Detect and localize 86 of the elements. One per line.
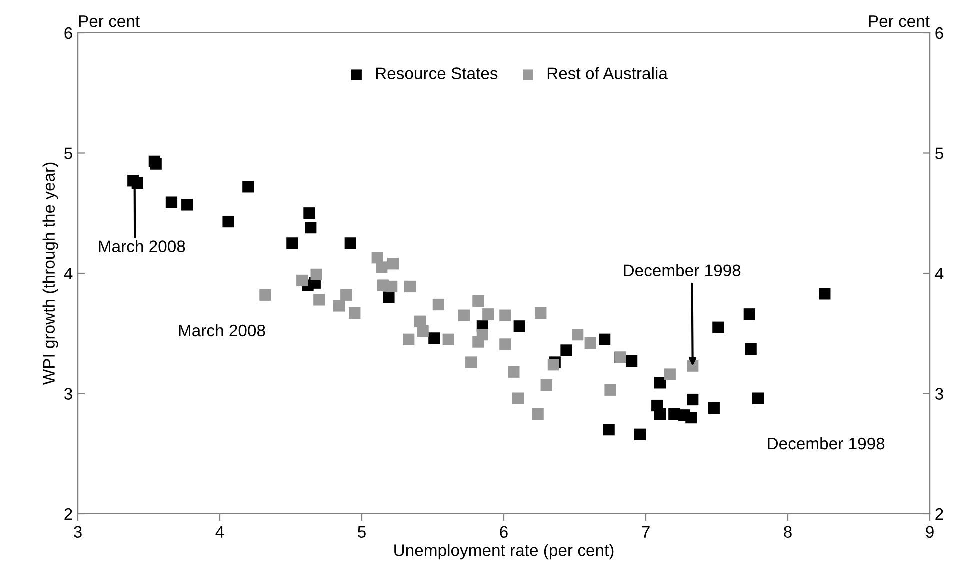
point <box>584 337 596 350</box>
point <box>386 280 398 293</box>
y-tick-label: 3 <box>64 388 72 400</box>
point <box>508 366 520 378</box>
point <box>376 262 388 274</box>
point <box>260 289 272 301</box>
point <box>626 355 638 368</box>
point <box>472 336 484 348</box>
legend-label: Rest of Australia <box>548 67 668 80</box>
annotation: December 1998 <box>768 437 885 450</box>
text: Per cent <box>869 16 930 28</box>
point <box>304 208 316 220</box>
y2-tick-label: 6 <box>936 27 944 40</box>
point <box>310 268 322 281</box>
point <box>634 428 646 440</box>
point <box>708 402 720 414</box>
point <box>560 344 572 356</box>
x-tick-label: 7 <box>642 526 650 538</box>
y2-tick-label: 3 <box>935 388 944 400</box>
y-tick-label: 4 <box>64 268 73 280</box>
point <box>472 295 484 307</box>
point <box>482 308 494 320</box>
y-tick-label: 5 <box>64 148 72 160</box>
point <box>314 294 326 306</box>
point <box>442 334 454 346</box>
point <box>500 338 512 350</box>
point <box>349 307 361 319</box>
point <box>458 310 470 322</box>
point <box>242 181 254 193</box>
point <box>599 334 611 346</box>
point <box>340 289 352 301</box>
y-axis-title: WPI growth (through the year) <box>42 162 58 386</box>
point <box>686 412 698 424</box>
point <box>535 307 547 319</box>
point <box>344 238 356 250</box>
point <box>540 380 552 392</box>
point <box>744 308 756 320</box>
annotation: March 2008 <box>99 240 186 252</box>
y2-tick-label: 2 <box>936 508 944 520</box>
point <box>687 394 699 406</box>
point <box>387 258 400 270</box>
point <box>745 343 757 356</box>
point <box>222 216 234 228</box>
point <box>383 292 395 304</box>
x-tick-label: 4 <box>216 526 224 538</box>
point <box>654 377 666 389</box>
annotation: March 2008 <box>179 324 266 337</box>
point <box>532 408 544 420</box>
point <box>296 274 308 287</box>
point <box>712 322 724 334</box>
point <box>654 408 666 420</box>
point <box>166 196 178 208</box>
x-tick-label: 3 <box>74 526 82 538</box>
point <box>403 334 415 346</box>
y-tick-label: 2 <box>64 508 72 520</box>
point <box>286 238 298 250</box>
point <box>305 222 317 234</box>
y2-tick-label: 5 <box>936 148 944 160</box>
x-axis-title: Unemployment rate (per cent) <box>394 544 614 560</box>
point <box>466 356 478 368</box>
point <box>150 158 162 170</box>
point <box>572 329 584 341</box>
y2-tick-label: 4 <box>935 268 944 280</box>
point <box>417 325 429 338</box>
point <box>664 368 676 380</box>
text: Per cent <box>79 16 140 28</box>
point <box>819 288 831 300</box>
point <box>432 298 444 311</box>
point <box>514 320 526 332</box>
x-tick-label: 8 <box>784 526 792 538</box>
point <box>500 310 512 322</box>
point <box>752 392 764 404</box>
x-tick-label: 9 <box>926 526 934 538</box>
point <box>333 300 346 312</box>
point <box>603 424 615 436</box>
annotation: December 1998 <box>624 264 741 277</box>
point <box>604 384 616 396</box>
point <box>182 199 194 211</box>
point <box>548 359 560 371</box>
legend-label: Resource States <box>376 68 498 80</box>
point <box>404 280 416 293</box>
point <box>428 332 440 344</box>
y-tick-label: 6 <box>64 27 72 40</box>
point <box>512 392 524 404</box>
x-tick-label: 6 <box>500 526 508 538</box>
x-tick-label: 5 <box>358 526 366 538</box>
